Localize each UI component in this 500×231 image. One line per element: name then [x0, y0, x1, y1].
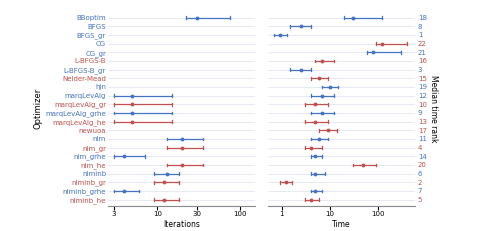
X-axis label: Time: Time	[332, 220, 350, 229]
X-axis label: Iterations: Iterations	[163, 220, 200, 229]
Y-axis label: Optimizer: Optimizer	[34, 88, 42, 129]
Y-axis label: Median time rank: Median time rank	[429, 75, 438, 142]
